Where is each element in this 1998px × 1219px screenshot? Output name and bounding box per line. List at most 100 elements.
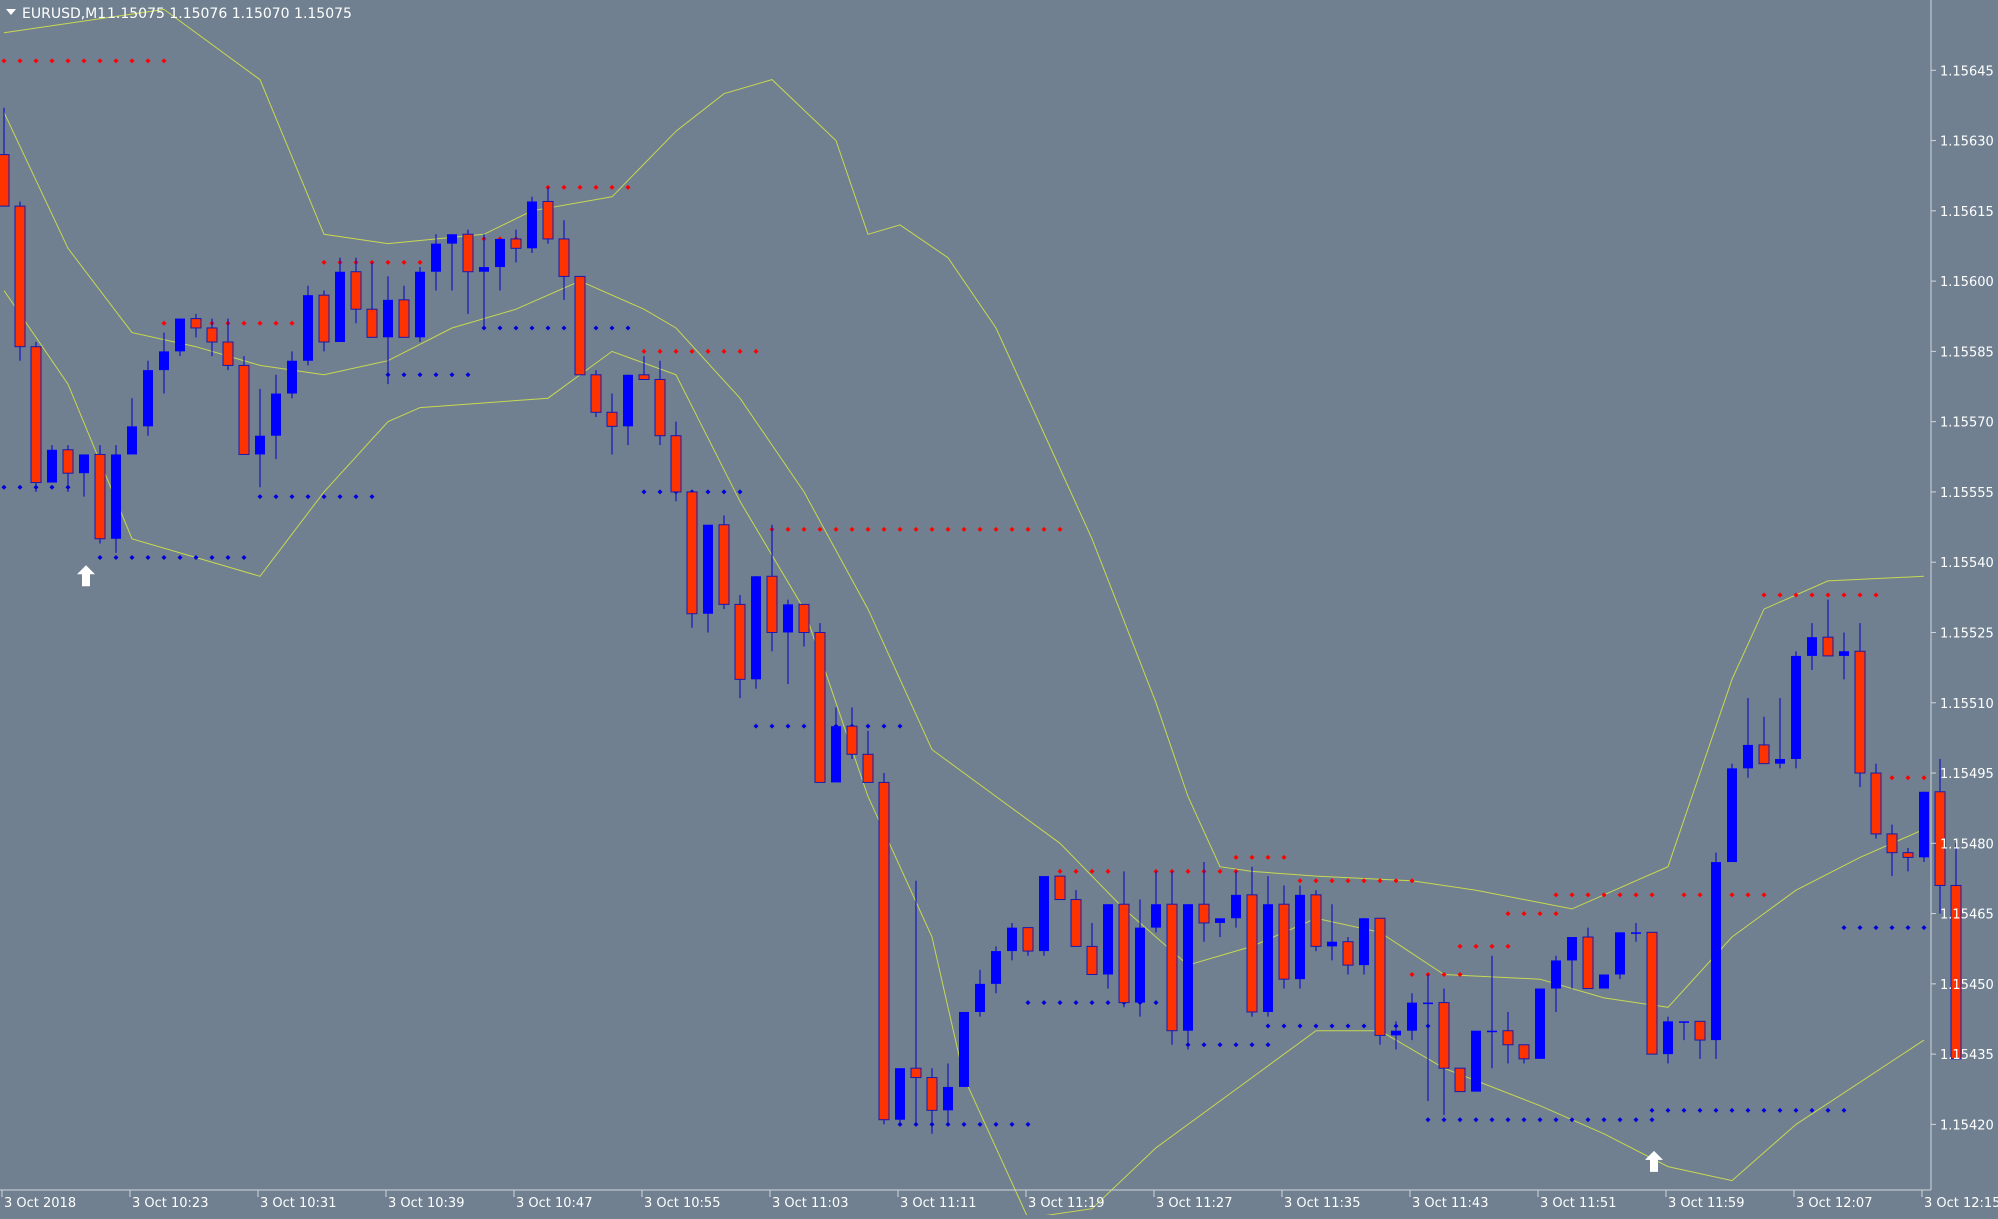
candle[interactable]	[1870, 763, 1882, 839]
candle[interactable]	[1471, 1030, 1481, 1092]
candle[interactable]	[1231, 871, 1241, 928]
candle[interactable]	[335, 257, 345, 343]
candle[interactable]	[766, 524, 778, 652]
candle[interactable]	[1183, 904, 1193, 1050]
candle[interactable]	[303, 285, 313, 366]
candle[interactable]	[431, 234, 441, 291]
candle[interactable]	[415, 267, 425, 343]
candle[interactable]	[1246, 866, 1258, 1017]
candle[interactable]	[846, 707, 858, 759]
candle[interactable]	[318, 290, 330, 352]
candle[interactable]	[0, 107, 10, 207]
candle[interactable]	[1327, 904, 1337, 961]
candle[interactable]	[686, 491, 698, 628]
candle[interactable]	[398, 285, 410, 338]
candle[interactable]	[94, 445, 106, 544]
candle[interactable]	[1263, 876, 1273, 1017]
candle[interactable]	[1694, 1020, 1706, 1059]
candle[interactable]	[47, 445, 57, 483]
candle[interactable]	[1646, 931, 1658, 1055]
candle[interactable]	[1342, 937, 1354, 975]
candle[interactable]	[590, 370, 602, 417]
candle[interactable]	[814, 623, 826, 783]
candle[interactable]	[143, 360, 153, 436]
candle[interactable]	[654, 360, 666, 446]
candle[interactable]	[1631, 922, 1641, 942]
candle[interactable]	[238, 356, 250, 455]
candle[interactable]	[1822, 599, 1834, 657]
candle[interactable]	[1022, 927, 1034, 956]
candle[interactable]	[975, 969, 985, 1017]
candle[interactable]	[1902, 847, 1914, 872]
candle[interactable]	[1502, 1011, 1514, 1064]
candle[interactable]	[287, 351, 297, 399]
candle[interactable]	[1839, 632, 1849, 680]
candle[interactable]	[574, 275, 586, 376]
candle[interactable]	[159, 332, 169, 394]
candle[interactable]	[271, 374, 281, 460]
candle[interactable]	[1039, 876, 1049, 956]
candle[interactable]	[703, 524, 713, 633]
candle[interactable]	[1407, 993, 1417, 1041]
candle[interactable]	[1711, 852, 1721, 1059]
candle[interactable]	[1775, 698, 1785, 769]
candle[interactable]	[1535, 988, 1545, 1059]
candle[interactable]	[1391, 1021, 1401, 1050]
candle[interactable]	[1599, 974, 1609, 989]
candle[interactable]	[1854, 623, 1866, 788]
candle[interactable]	[623, 374, 633, 446]
candle[interactable]	[190, 313, 202, 338]
candle[interactable]	[462, 229, 474, 314]
candle[interactable]	[1934, 758, 1946, 914]
candle[interactable]	[479, 234, 489, 328]
candle[interactable]	[495, 238, 505, 291]
candle[interactable]	[1198, 862, 1210, 942]
candle[interactable]	[1886, 824, 1898, 877]
candle[interactable]	[366, 262, 378, 338]
candle[interactable]	[542, 187, 554, 244]
candle[interactable]	[862, 730, 874, 783]
candle[interactable]	[1727, 763, 1737, 863]
candle[interactable]	[991, 946, 1001, 994]
candle[interactable]	[1215, 918, 1225, 938]
candle[interactable]	[1807, 623, 1817, 670]
candle[interactable]	[1007, 922, 1017, 961]
candle[interactable]	[206, 318, 218, 357]
candle[interactable]	[1070, 890, 1082, 947]
candle[interactable]	[1423, 974, 1433, 1101]
candle[interactable]	[350, 257, 362, 324]
candle[interactable]	[638, 356, 650, 380]
candle[interactable]	[1438, 988, 1450, 1116]
candle[interactable]	[510, 229, 522, 263]
candle[interactable]	[255, 388, 265, 488]
candle[interactable]	[798, 603, 810, 647]
candle[interactable]	[831, 707, 841, 783]
candle[interactable]	[1118, 871, 1130, 1008]
candle[interactable]	[1103, 904, 1113, 989]
candle[interactable]	[527, 196, 537, 253]
candle[interactable]	[1919, 791, 1929, 863]
candle[interactable]	[127, 398, 137, 455]
candle[interactable]	[30, 342, 42, 492]
candle[interactable]	[606, 393, 618, 455]
candle[interactable]	[62, 445, 74, 492]
candle[interactable]	[959, 1011, 969, 1087]
dropdown-triangle-icon[interactable]	[6, 9, 16, 15]
candle[interactable]	[1487, 955, 1497, 1069]
candle[interactable]	[1310, 890, 1322, 952]
candle[interactable]	[1567, 937, 1577, 989]
candle[interactable]	[1166, 871, 1178, 1045]
candle[interactable]	[1086, 922, 1098, 975]
candle[interactable]	[175, 318, 185, 357]
candle[interactable]	[1278, 885, 1290, 989]
candle[interactable]	[383, 276, 393, 385]
candle[interactable]	[878, 773, 890, 1125]
candle[interactable]	[222, 318, 234, 371]
candle[interactable]	[783, 599, 793, 685]
candle[interactable]	[1663, 1016, 1673, 1064]
candle[interactable]	[1679, 1021, 1689, 1041]
candle[interactable]	[1791, 651, 1801, 769]
candle[interactable]	[558, 220, 570, 300]
candle[interactable]	[1518, 1044, 1530, 1064]
candle[interactable]	[1454, 1067, 1466, 1093]
